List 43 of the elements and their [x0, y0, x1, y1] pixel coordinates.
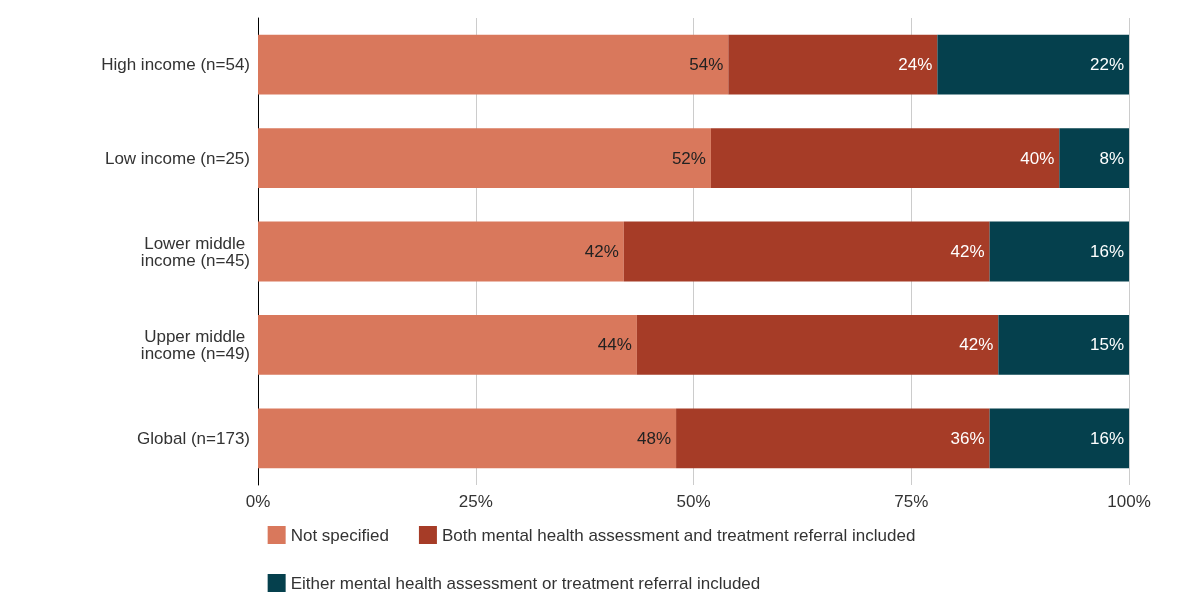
- bar: [728, 34, 938, 95]
- bar: [636, 315, 999, 375]
- bar: [258, 315, 637, 375]
- legend-label: Either mental health assessment or treatment referral included: [290, 573, 761, 593]
- x-tick-label: 50%: [676, 492, 711, 511]
- legend-label: Not specified: [290, 525, 389, 545]
- y-tick-label: Upper middle income (n=49): [140, 326, 250, 363]
- data-label: 16%: [1089, 428, 1124, 448]
- y-tick-label: High income (n=54): [101, 55, 250, 75]
- y-tick-label: Global (n=173): [137, 428, 250, 448]
- data-label: 40%: [1020, 148, 1055, 168]
- bar: [258, 221, 624, 282]
- bar: [258, 34, 729, 95]
- bar: [989, 221, 1129, 282]
- y-tick-label: Low income (n=25): [104, 148, 250, 168]
- data-label: 48%: [637, 428, 672, 448]
- legend-label: Both mental health assessment and treatment referral included: [441, 525, 916, 545]
- data-label: 52%: [671, 148, 706, 168]
- bar: [937, 34, 1129, 95]
- bar: [676, 408, 990, 469]
- data-label: 22%: [1089, 55, 1124, 75]
- x-tick-label: 75%: [894, 492, 929, 511]
- data-label: 24%: [898, 55, 933, 75]
- data-label: 16%: [1089, 242, 1124, 261]
- data-label: 44%: [597, 335, 632, 355]
- data-label: 54%: [689, 55, 724, 75]
- data-label: 8%: [1099, 148, 1124, 168]
- data-label: 42%: [959, 335, 994, 355]
- data-label: 36%: [950, 428, 985, 448]
- x-tick-label: 25%: [458, 492, 493, 511]
- data-label: 15%: [1089, 335, 1124, 355]
- bar: [998, 315, 1129, 375]
- bar: [710, 128, 1060, 188]
- data-label: 42%: [950, 242, 985, 261]
- x-tick-label: 0%: [245, 492, 271, 511]
- bar: [989, 408, 1129, 469]
- bar: [258, 408, 677, 469]
- data-label: 42%: [584, 242, 619, 261]
- bar: [623, 221, 990, 282]
- bar: [1059, 128, 1129, 188]
- y-tick-label: Lower middle income (n=45): [140, 233, 250, 270]
- bar: [258, 128, 711, 188]
- x-tick-label: 100%: [1107, 492, 1151, 511]
